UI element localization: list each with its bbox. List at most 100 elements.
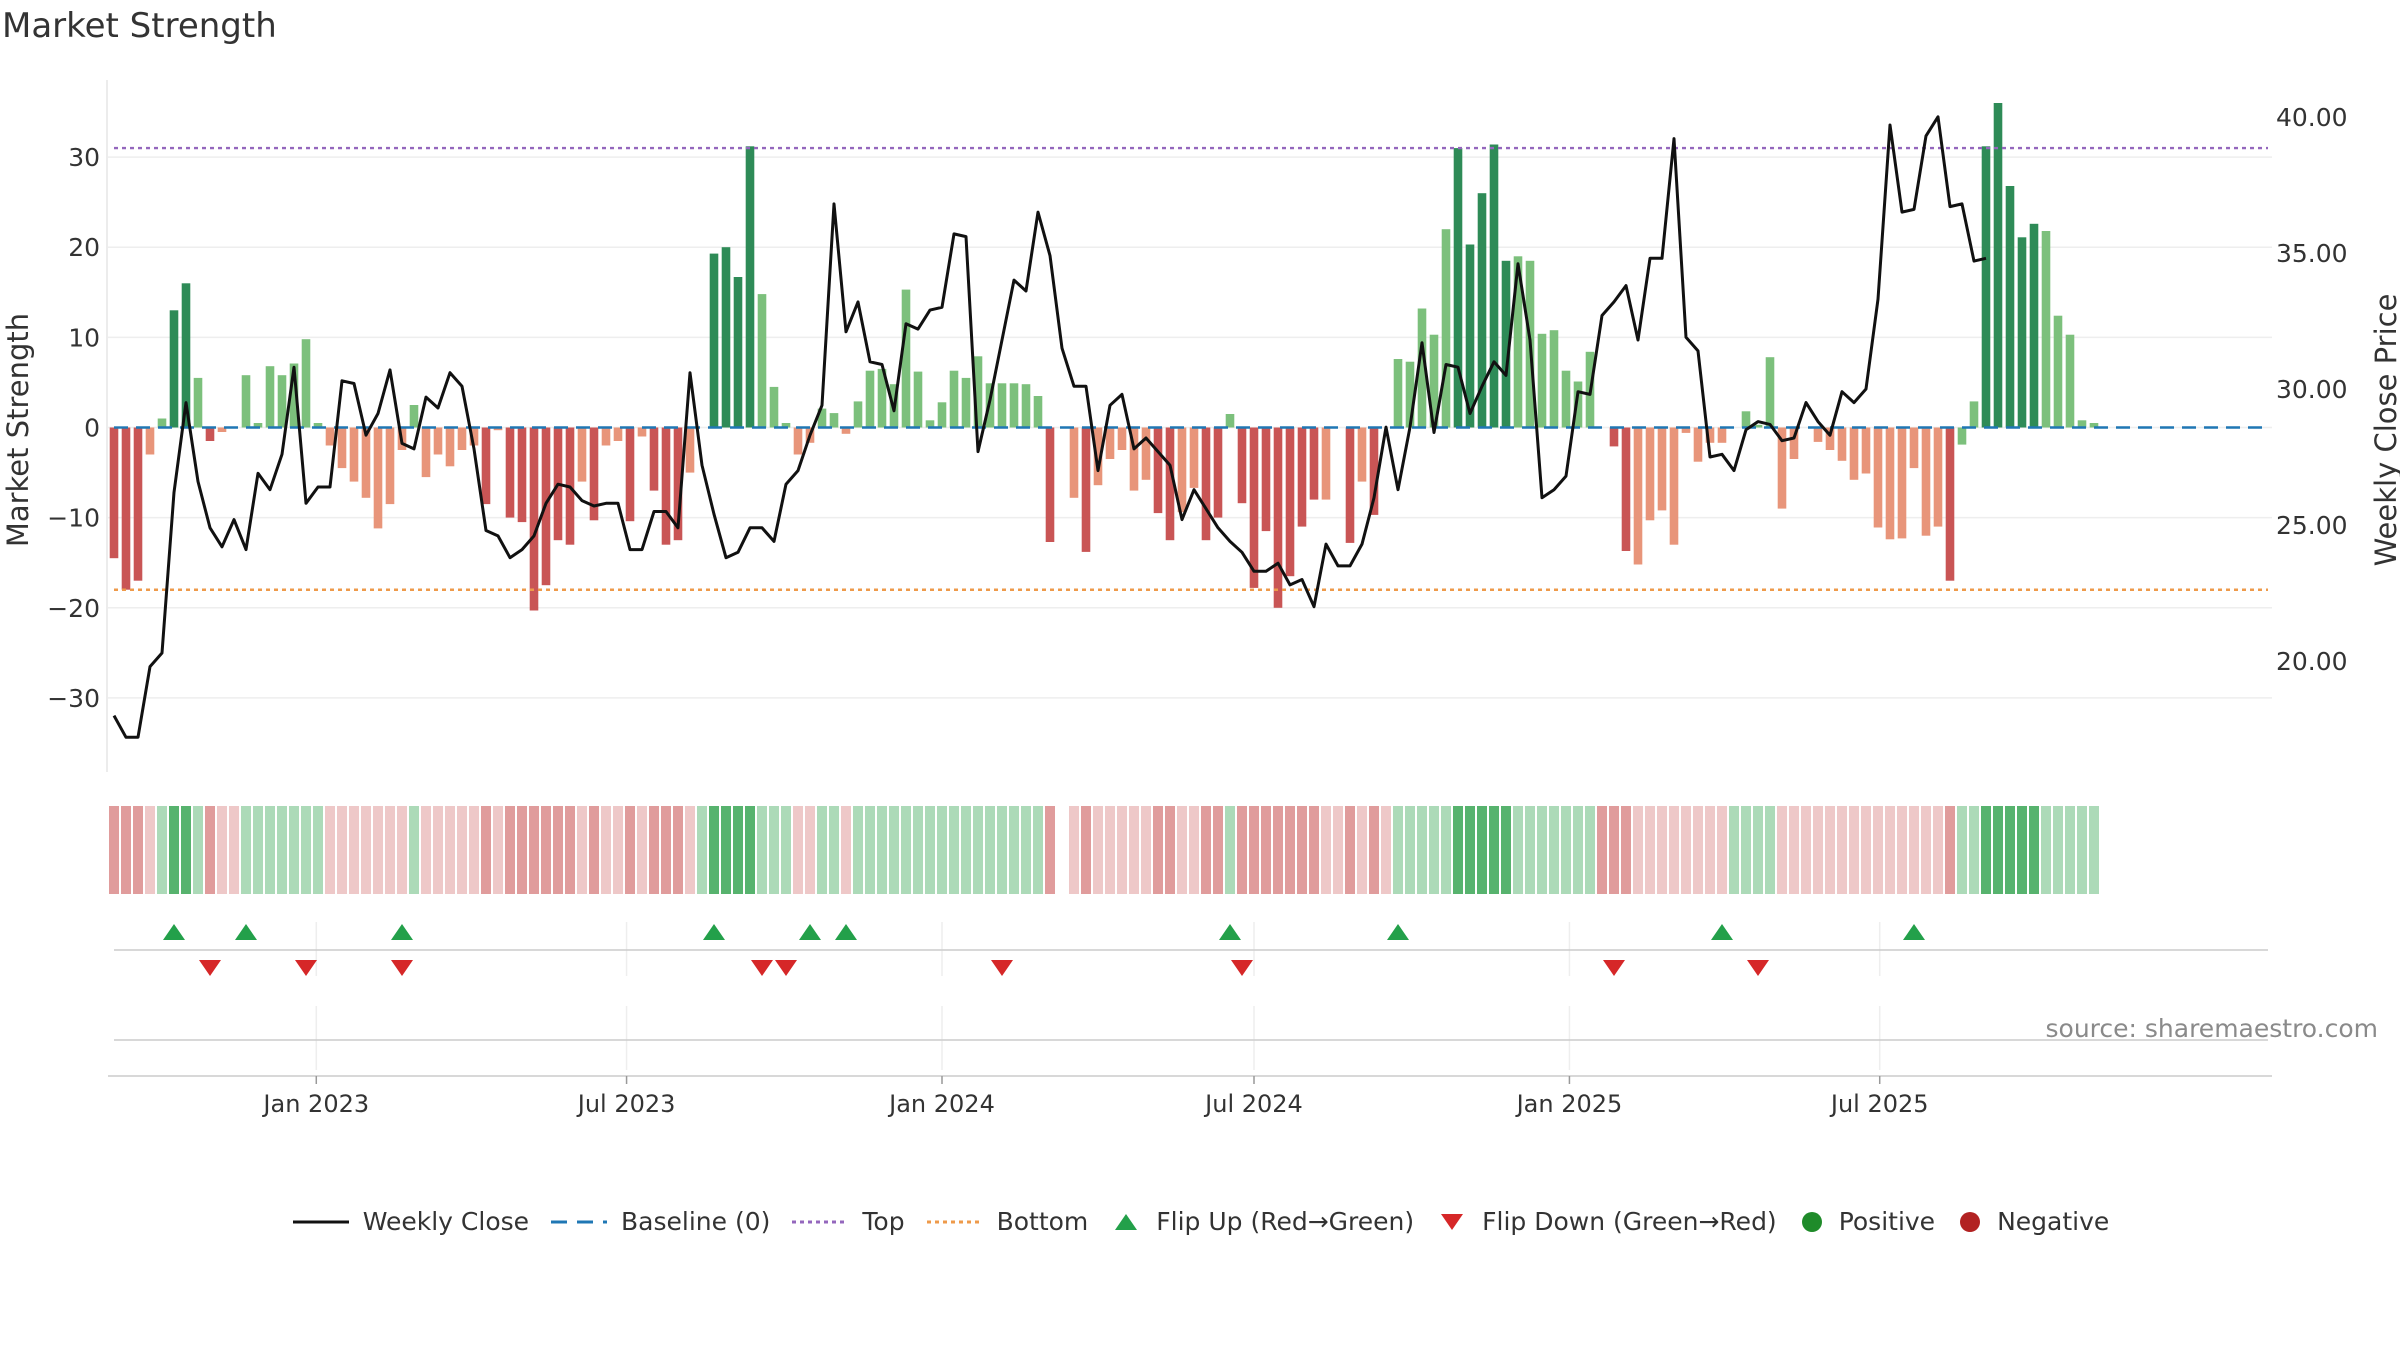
strength-bar: [1885, 427, 1895, 540]
strength-bar: [1033, 396, 1043, 428]
regime-cell: [1165, 806, 1175, 894]
regime-cell: [661, 806, 671, 894]
regime-cell: [577, 806, 587, 894]
strength-bar: [1405, 361, 1415, 428]
y-tick-label: −20: [47, 594, 100, 623]
regime-cell: [313, 806, 323, 894]
strength-bar: [217, 427, 227, 432]
regime-cell: [565, 806, 575, 894]
regime-cell: [421, 806, 431, 894]
regime-cell: [493, 806, 503, 894]
flip-down-marker: [391, 960, 413, 976]
strength-bar: [1393, 359, 1403, 428]
strength-bar: [325, 427, 335, 446]
regime-cell: [793, 806, 803, 894]
strength-bar: [1441, 229, 1451, 428]
regime-cell: [2017, 806, 2027, 894]
regime-cell: [889, 806, 899, 894]
flip-down-marker: [1231, 960, 1253, 976]
regime-cell: [745, 806, 755, 894]
regime-cell: [2029, 806, 2039, 894]
strength-bar: [1621, 427, 1631, 551]
strength-bar: [709, 253, 719, 428]
regime-cell: [2053, 806, 2063, 894]
strength-bar: [997, 383, 1007, 428]
regime-cell: [385, 806, 395, 894]
regime-cell: [925, 806, 935, 894]
regime-cell: [1921, 806, 1931, 894]
y-axis-label: Market Strength: [1, 313, 35, 547]
legend-label: Baseline (0): [621, 1207, 771, 1236]
regime-strip: [109, 806, 2099, 894]
strength-bar: [1345, 427, 1355, 543]
strength-bar: [205, 427, 215, 441]
regime-cell: [1273, 806, 1283, 894]
strength-bar: [1501, 260, 1511, 428]
y-tick-label: −10: [47, 504, 100, 533]
regime-cell: [1237, 806, 1247, 894]
regime-cell: [2005, 806, 2015, 894]
flip-down-marker: [1747, 960, 1769, 976]
regime-cell: [541, 806, 551, 894]
regime-cell: [1213, 806, 1223, 894]
strength-bar: [1237, 427, 1247, 504]
regime-cell: [1081, 806, 1091, 894]
strength-bar: [313, 423, 323, 428]
regime-cell: [1249, 806, 1259, 894]
regime-cell: [397, 806, 407, 894]
y2-axis-label: Weekly Close Price: [2369, 294, 2400, 567]
legend-marker-icon: [291, 1212, 351, 1232]
regime-cell: [1681, 806, 1691, 894]
strength-bar: [685, 427, 695, 473]
regime-cell: [1309, 806, 1319, 894]
regime-cell: [673, 806, 683, 894]
y2-tick-label: 35.00: [2276, 239, 2348, 268]
strength-bar: [1693, 427, 1703, 462]
strength-bar: [1765, 357, 1775, 428]
strength-bar: [1789, 427, 1799, 459]
strength-bar: [1981, 146, 1991, 428]
regime-cell: [1489, 806, 1499, 894]
strength-bar: [1753, 424, 1763, 428]
regime-cell: [2041, 806, 2051, 894]
regime-cell: [133, 806, 143, 894]
regime-cell: [217, 806, 227, 894]
y-tick-label: 20: [68, 233, 100, 262]
regime-cell: [649, 806, 659, 894]
axes: Market Strength Weekly Close Price −30 −2…: [1, 103, 2400, 713]
strength-bar: [253, 423, 263, 428]
strength-bar: [829, 413, 839, 428]
regime-cell: [1645, 806, 1655, 894]
strength-bar: [961, 377, 971, 428]
strength-bar: [577, 427, 587, 482]
y2-tick-label: 40.00: [2276, 103, 2348, 132]
legend-item: Flip Down (Green→Red): [1434, 1207, 1777, 1236]
regime-cell: [481, 806, 491, 894]
strength-bar: [1225, 414, 1235, 428]
regime-cell: [733, 806, 743, 894]
regime-cell: [1765, 806, 1775, 894]
regime-cell: [193, 806, 203, 894]
strength-bar: [673, 427, 683, 541]
legend-item: Bottom: [925, 1207, 1088, 1236]
regime-cell: [709, 806, 719, 894]
regime-cell: [1045, 806, 1055, 894]
strength-bar: [973, 356, 983, 428]
regime-cell: [1549, 806, 1559, 894]
regime-cell: [361, 806, 371, 894]
regime-cell: [1069, 806, 1079, 894]
regime-cell: [685, 806, 695, 894]
strength-bar: [445, 427, 455, 467]
regime-cell: [589, 806, 599, 894]
regime-cell: [325, 806, 335, 894]
regime-cell: [613, 806, 623, 894]
strength-bar: [1825, 427, 1835, 450]
strength-bar: [1273, 427, 1283, 608]
regime-cell: [1861, 806, 1871, 894]
regime-cell: [1033, 806, 1043, 894]
flip-down-marker: [199, 960, 221, 976]
regime-cell: [505, 806, 515, 894]
regime-cell: [1381, 806, 1391, 894]
regime-cell: [1453, 806, 1463, 894]
